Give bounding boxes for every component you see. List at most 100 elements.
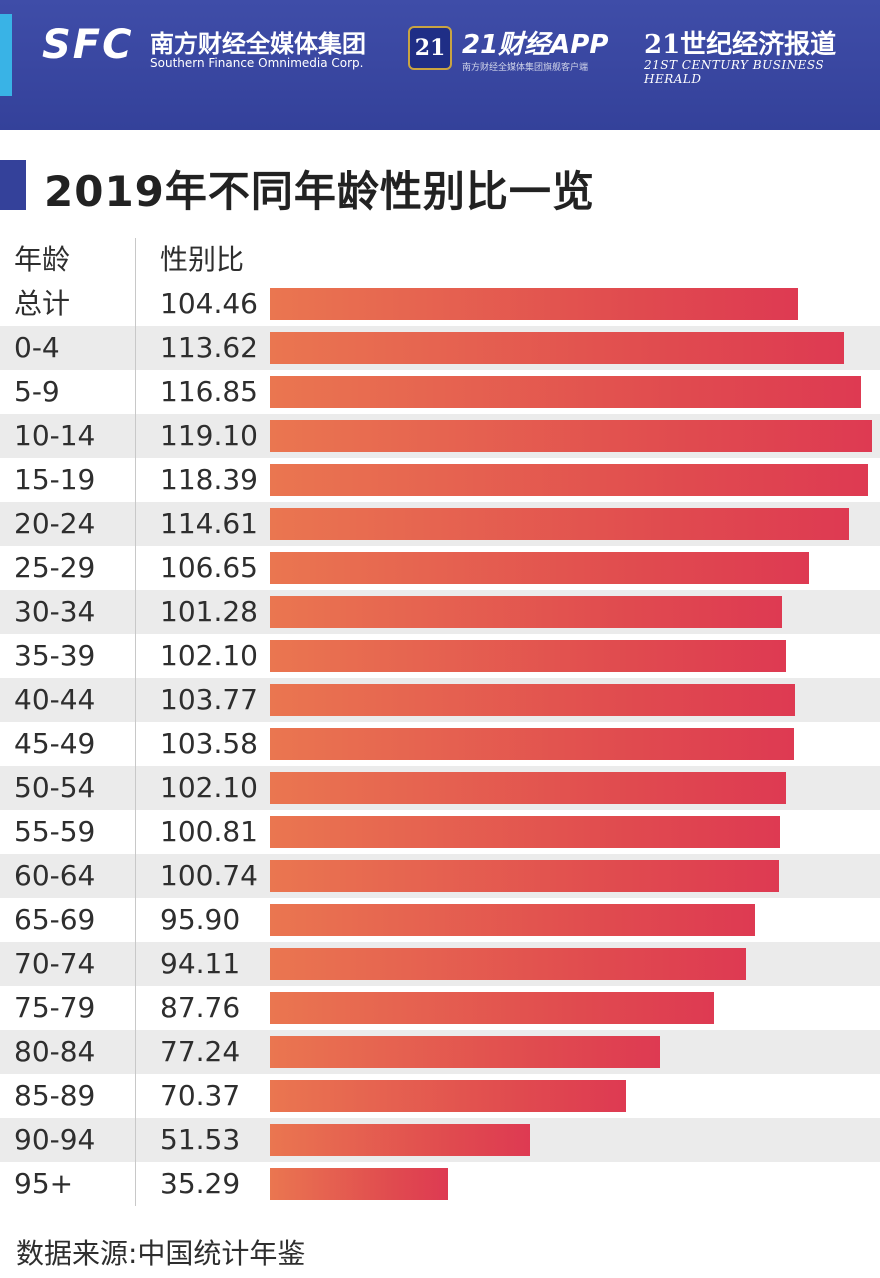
- table-row: 35-39 102.10: [0, 634, 880, 678]
- ratio-value: 119.10: [160, 419, 258, 452]
- ratio-value: 102.10: [160, 771, 258, 804]
- ratio-value: 100.74: [160, 859, 258, 892]
- age-label: 40-44: [14, 683, 96, 716]
- ratio-value: 94.11: [160, 947, 241, 980]
- ratio-bar: [270, 772, 786, 804]
- ratio-value: 106.65: [160, 551, 258, 584]
- table-row: 65-69 95.90: [0, 898, 880, 942]
- ratio-value: 102.10: [160, 639, 258, 672]
- ratio-value: 116.85: [160, 375, 258, 408]
- herald-name: 21世纪经济报道: [644, 30, 837, 60]
- herald-name-en: 21ST CENTURY BUSINESS HERALD: [644, 58, 825, 86]
- ratio-value: 95.90: [160, 903, 241, 936]
- ratio-bar: [270, 816, 780, 848]
- data-source: 数据来源:中国统计年鉴: [16, 1237, 306, 1270]
- table-row: 50-54 102.10: [0, 766, 880, 810]
- ratio-bar: [270, 288, 798, 320]
- age-label: 25-29: [14, 551, 96, 584]
- column-header-ratio: 性别比: [160, 243, 245, 276]
- age-label: 80-84: [14, 1035, 96, 1068]
- app-name: 21财经APP: [462, 30, 609, 60]
- age-label: 85-89: [14, 1079, 96, 1112]
- table-row: 55-59 100.81: [0, 810, 880, 854]
- column-divider: [135, 238, 136, 1206]
- age-label: 10-14: [14, 419, 96, 452]
- table-header-row: 年龄 性别比: [0, 238, 880, 282]
- ratio-bar: [270, 640, 786, 672]
- table-row: 70-74 94.11: [0, 942, 880, 986]
- ratio-value: 100.81: [160, 815, 258, 848]
- ratio-value: 114.61: [160, 507, 258, 540]
- ratio-bar: [270, 948, 746, 980]
- chart-title: 2019年不同年龄性别比一览: [44, 167, 595, 216]
- table-row: 85-89 70.37: [0, 1074, 880, 1118]
- table-row: 30-34 101.28: [0, 590, 880, 634]
- table-row: 45-49 103.58: [0, 722, 880, 766]
- ratio-value: 87.76: [160, 991, 241, 1024]
- ratio-bar: [270, 1036, 660, 1068]
- age-label: 15-19: [14, 463, 96, 496]
- ratio-value: 103.58: [160, 727, 258, 760]
- table-row: 总计 104.46: [0, 282, 880, 326]
- table-row: 10-14 119.10: [0, 414, 880, 458]
- age-label: 70-74: [14, 947, 96, 980]
- age-label: 总计: [14, 287, 71, 320]
- table-row: 40-44 103.77: [0, 678, 880, 722]
- age-label: 45-49: [14, 727, 96, 760]
- ratio-bar: [270, 420, 872, 452]
- ratio-value: 77.24: [160, 1035, 241, 1068]
- table-row: 5-9 116.85: [0, 370, 880, 414]
- ratio-bar: [270, 596, 782, 628]
- banner-accent-stripe: [0, 14, 12, 96]
- table-row: 90-94 51.53: [0, 1118, 880, 1162]
- ratio-bar: [270, 728, 794, 760]
- ratio-bar: [270, 904, 755, 936]
- sfc-logo: SFC: [42, 22, 134, 68]
- age-label: 90-94: [14, 1123, 96, 1156]
- ratio-value: 51.53: [160, 1123, 241, 1156]
- sfc-name: 南方财经全媒体集团: [150, 30, 366, 58]
- ratio-bar: [270, 992, 714, 1024]
- age-label: 65-69: [14, 903, 96, 936]
- ratio-bar: [270, 1080, 626, 1112]
- age-label: 55-59: [14, 815, 96, 848]
- table-row: 15-19 118.39: [0, 458, 880, 502]
- ratio-bar: [270, 684, 795, 716]
- table-row: 0-4 113.62: [0, 326, 880, 370]
- ratio-value: 101.28: [160, 595, 258, 628]
- age-label: 0-4: [14, 331, 60, 364]
- header-banner: SFC 南方财经全媒体集团 Southern Finance Omnimedia…: [0, 0, 880, 130]
- table-row: 80-84 77.24: [0, 1030, 880, 1074]
- ratio-bar: [270, 860, 779, 892]
- ratio-bar: [270, 464, 868, 496]
- age-label: 5-9: [14, 375, 60, 408]
- ratio-bar: [270, 376, 861, 408]
- column-header-age: 年龄: [14, 243, 71, 276]
- ratio-bar: [270, 1124, 530, 1156]
- age-label: 50-54: [14, 771, 96, 804]
- sfc-name-en: Southern Finance Omnimedia Corp.: [150, 56, 364, 70]
- ratio-bar: [270, 332, 844, 364]
- table-row: 60-64 100.74: [0, 854, 880, 898]
- age-label: 75-79: [14, 991, 96, 1024]
- age-label: 60-64: [14, 859, 96, 892]
- ratio-bar: [270, 1168, 448, 1200]
- app-tagline: 南方财经全媒体集团旗舰客户端: [462, 63, 589, 73]
- age-label: 35-39: [14, 639, 96, 672]
- ratio-value: 104.46: [160, 287, 258, 320]
- table-row: 20-24 114.61: [0, 502, 880, 546]
- ratio-value: 103.77: [160, 683, 258, 716]
- app-badge-icon: 21: [408, 26, 452, 70]
- age-label: 95+: [14, 1167, 74, 1200]
- age-label: 20-24: [14, 507, 96, 540]
- ratio-value: 35.29: [160, 1167, 241, 1200]
- age-label: 30-34: [14, 595, 96, 628]
- ratio-bar: [270, 508, 849, 540]
- ratio-value: 113.62: [160, 331, 258, 364]
- table-row: 25-29 106.65: [0, 546, 880, 590]
- table-row: 95+ 35.29: [0, 1162, 880, 1206]
- title-accent-block: [0, 160, 26, 210]
- table-row: 75-79 87.76: [0, 986, 880, 1030]
- ratio-value: 70.37: [160, 1079, 241, 1112]
- ratio-bar: [270, 552, 809, 584]
